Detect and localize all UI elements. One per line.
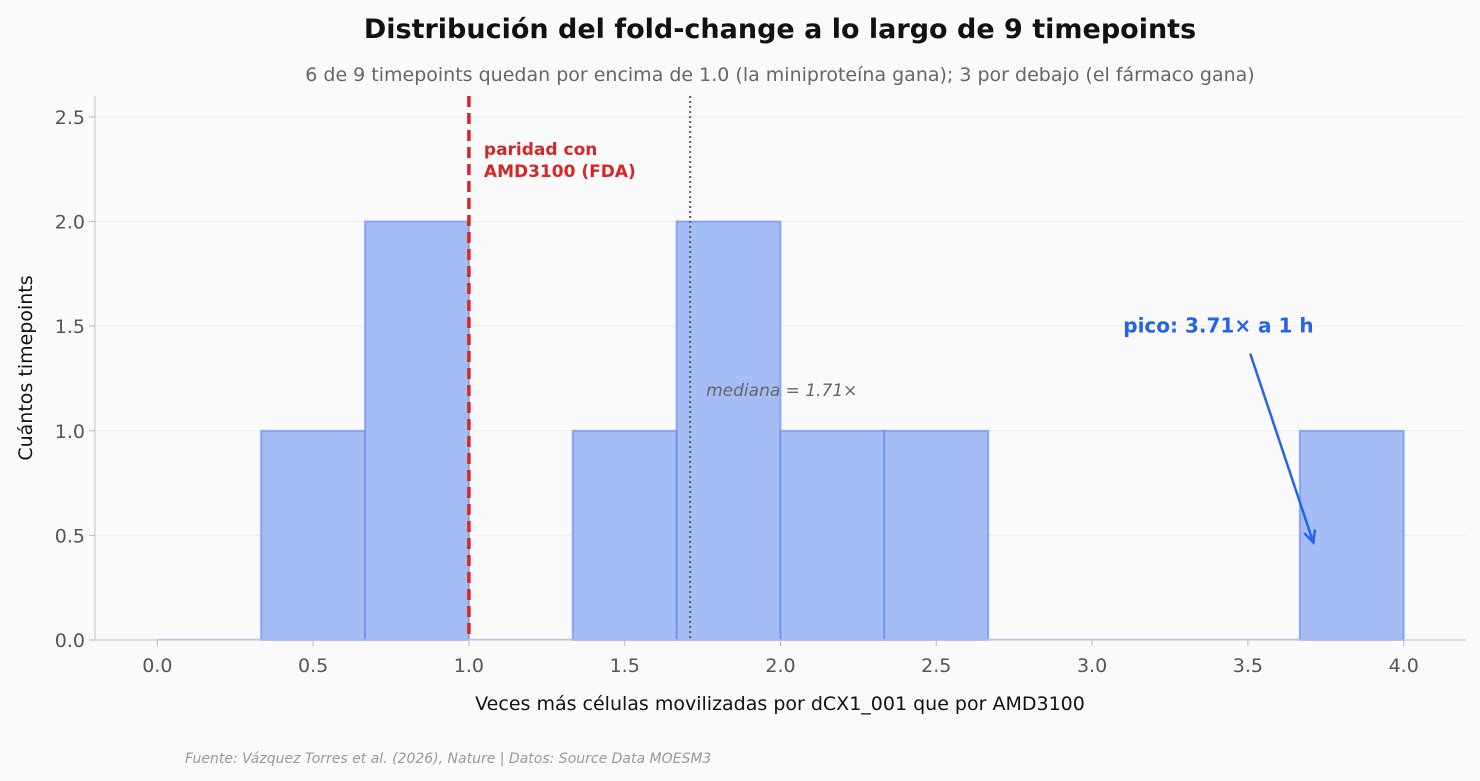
- histogram-bar-7: [883, 429, 990, 641]
- axis-ticks: 0.0 0.5 1.0 1.5 2.0 2.5 3.0 3.5 4.0 0.0 0.5 1.0 1.5 2…: [55, 107, 1419, 677]
- x-axis-label: Veces más células movilizadas por dCX1_0…: [475, 693, 1085, 715]
- reference-lines: [467, 96, 692, 640]
- x-tick-label-5: 2.5: [921, 655, 951, 677]
- y-tick-label-2: 1.0: [55, 421, 85, 443]
- parity-label: paridad con AMD3100 (FDA): [484, 140, 636, 182]
- peak-annotation-label: pico: 3.71× a 1 h: [1123, 314, 1313, 338]
- chart-title: Distribución del fold-change a lo largo …: [364, 14, 1196, 45]
- histogram-bar-5: [675, 220, 782, 642]
- y-tick-label-1: 0.5: [55, 525, 85, 547]
- histogram-bar-11: [1298, 429, 1405, 641]
- histogram-bar-1: [260, 429, 367, 641]
- x-tick-label-3: 1.5: [610, 655, 640, 677]
- x-tick-label-8: 4.0: [1389, 655, 1419, 677]
- parity-label-line-1: paridad con: [484, 140, 597, 160]
- source-note: Fuente: Vázquez Torres et al. (2026), Na…: [185, 751, 711, 767]
- x-tick-label-2: 1.0: [454, 655, 484, 677]
- x-tick-label-6: 3.0: [1077, 655, 1107, 677]
- x-tick-label-7: 3.5: [1233, 655, 1263, 677]
- y-tick-label-0: 0.0: [55, 630, 85, 652]
- y-tick-label-3: 1.5: [55, 316, 85, 338]
- histogram-bar-4: [571, 429, 678, 641]
- x-tick-label-4: 2.0: [765, 655, 795, 677]
- x-tick-label-1: 0.5: [298, 655, 328, 677]
- y-tick-label-4: 2.0: [55, 212, 85, 234]
- peak-arrow: [1249, 353, 1315, 543]
- parity-label-line-2: AMD3100 (FDA): [484, 162, 636, 182]
- histogram-bar-6: [779, 429, 886, 641]
- x-tick-label-0: 0.0: [142, 655, 172, 677]
- y-tick-label-5: 2.5: [55, 107, 85, 129]
- peak-arrowhead: [1303, 529, 1317, 546]
- histogram-bar-2: [364, 220, 470, 642]
- median-label: mediana = 1.71×: [706, 381, 857, 401]
- chart-subtitle: 6 de 9 timepoints quedan por encima de 1…: [305, 64, 1254, 86]
- y-axis-label: Cuántos timepoints: [15, 275, 37, 460]
